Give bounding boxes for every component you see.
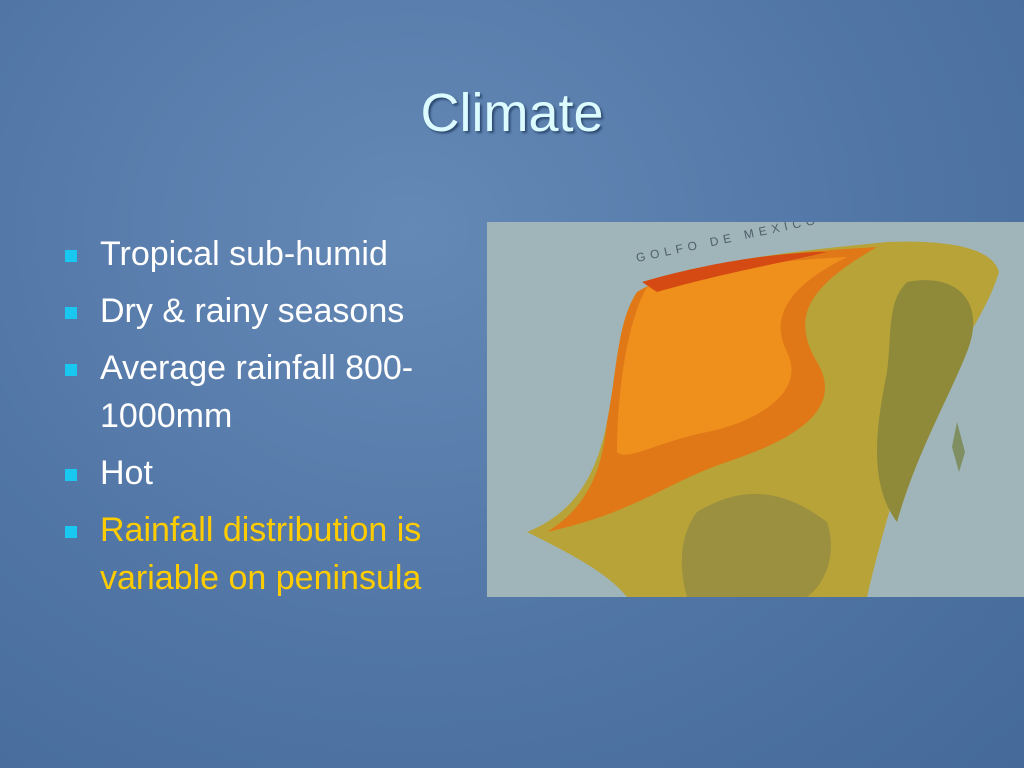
bullet-text: Tropical sub-humid: [100, 235, 388, 273]
bullet: Tropical sub-humid: [60, 230, 480, 278]
map-island: [952, 422, 965, 472]
bullet-text: Average rainfall 800-: [100, 349, 414, 387]
bullet-marker: [65, 469, 77, 481]
bullet-text: Dry & rainy seasons: [100, 292, 405, 330]
bullet-text: variable on peninsula: [100, 559, 422, 597]
bullet: Dry & rainy seasons: [60, 287, 480, 335]
bullet: Hot: [60, 449, 480, 497]
bullet: Average rainfall 800- 1000mm: [60, 344, 480, 440]
bullet-marker: [65, 526, 77, 538]
map-zone-olive: [877, 280, 974, 522]
bullet-marker: [65, 250, 77, 262]
bullet-text: 1000mm: [100, 397, 233, 435]
map-zone-red: [642, 252, 827, 292]
bullet-marker: [65, 364, 77, 376]
map-zone-light-orange: [617, 257, 847, 455]
bullet-list: Tropical sub-humid Dry & rainy seasons Ave…: [60, 230, 480, 611]
bullet-text: Rainfall distribution is: [100, 511, 422, 549]
bullet-text: Hot: [100, 454, 153, 492]
map-image: GOLFO DE MEXICO: [487, 222, 1024, 597]
slide-title: Climate: [420, 83, 604, 143]
map-zone-olive-south: [681, 493, 831, 597]
bullet-marker: [65, 307, 77, 319]
bullet: Rainfall distribution is variable on peni…: [60, 506, 480, 602]
